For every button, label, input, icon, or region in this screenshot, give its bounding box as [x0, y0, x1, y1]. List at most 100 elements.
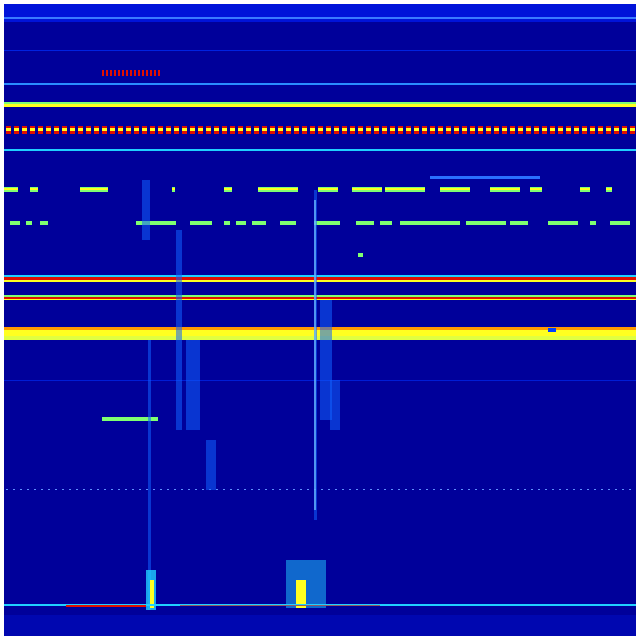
dash-mark [110, 128, 115, 131]
dotted-mark [524, 489, 526, 490]
dotted-mark [510, 489, 512, 490]
dash-mark [486, 128, 491, 131]
dash-mark [366, 128, 371, 131]
hot-spot [146, 70, 148, 76]
dotted-mark [468, 489, 470, 490]
dotted-mark [405, 489, 407, 490]
hot-spot [110, 70, 112, 76]
segment-mark [318, 188, 338, 190]
dotted-mark [139, 489, 141, 490]
segment-mark [252, 221, 266, 225]
dotted-mark [503, 489, 505, 490]
dash-mark [142, 128, 147, 131]
dash-mark [534, 128, 539, 131]
dotted-mark [69, 489, 71, 490]
dash-mark [214, 128, 219, 131]
hot-spot [154, 70, 156, 76]
dash-mark [582, 128, 587, 131]
dotted-mark [531, 489, 533, 490]
dash-mark [526, 128, 531, 131]
dash-mark [422, 128, 427, 131]
dash-mark [14, 128, 19, 131]
dash-mark [502, 128, 507, 131]
dotted-mark [552, 489, 554, 490]
dotted-mark [27, 489, 29, 490]
segment-mark [580, 188, 590, 190]
segment-mark [190, 221, 212, 225]
dotted-mark [258, 489, 260, 490]
dotted-mark [286, 489, 288, 490]
vertical-streak [320, 300, 332, 420]
dotted-mark [608, 489, 610, 490]
dash-mark [606, 128, 611, 131]
dash-mark [206, 128, 211, 131]
dash-mark [198, 128, 203, 131]
dash-mark [566, 128, 571, 131]
dotted-mark [132, 489, 134, 490]
dotted-mark [83, 489, 85, 490]
dash-mark [494, 128, 499, 131]
dash-mark [390, 128, 395, 131]
top-glow-band [4, 4, 636, 22]
dash-mark [302, 128, 307, 131]
dotted-mark [370, 489, 372, 490]
segment-mark [490, 188, 520, 190]
dotted-mark [34, 489, 36, 490]
dotted-mark [433, 489, 435, 490]
segment-mark [224, 221, 230, 225]
hot-spot [118, 70, 120, 76]
dotted-mark [160, 489, 162, 490]
dotted-mark [62, 489, 64, 490]
vertical-streak [148, 340, 151, 610]
dotted-mark [293, 489, 295, 490]
band-line [4, 297, 636, 299]
dotted-mark [489, 489, 491, 490]
dotted-mark [146, 489, 148, 490]
dash-mark [334, 128, 339, 131]
dotted-mark [125, 489, 127, 490]
dotted-mark [97, 489, 99, 490]
vertical-streak [330, 380, 340, 430]
hot-spot [142, 70, 144, 76]
dotted-mark [20, 489, 22, 490]
dash-mark [446, 128, 451, 131]
dotted-mark [601, 489, 603, 490]
dash-mark [518, 128, 523, 131]
dotted-mark [573, 489, 575, 490]
dotted-mark [55, 489, 57, 490]
segment-mark [400, 221, 460, 225]
dash-mark [182, 128, 187, 131]
dash-mark [174, 128, 179, 131]
dash-mark [470, 128, 475, 131]
band-line [4, 83, 636, 85]
dash-mark [358, 128, 363, 131]
dash-mark [286, 128, 291, 131]
dash-mark [94, 128, 99, 131]
hot-spot [548, 328, 556, 332]
dash-mark [30, 128, 35, 131]
dash-mark [430, 128, 435, 131]
hot-spot [158, 70, 160, 76]
dotted-mark [517, 489, 519, 490]
hot-spot [138, 70, 140, 76]
dash-mark [46, 128, 51, 131]
band-line [4, 280, 636, 282]
dotted-mark [356, 489, 358, 490]
vertical-streak [186, 340, 200, 430]
dash-mark [262, 128, 267, 131]
dash-mark [438, 128, 443, 131]
dash-mark [374, 128, 379, 131]
segment-mark [136, 221, 176, 225]
dash-mark [542, 128, 547, 131]
dotted-mark [412, 489, 414, 490]
segment-mark [352, 188, 382, 190]
dotted-mark [426, 489, 428, 490]
dotted-mark [90, 489, 92, 490]
dash-mark [102, 128, 107, 131]
hot-spot [102, 70, 104, 76]
hot-spot [114, 70, 116, 76]
dash-mark [150, 128, 155, 131]
segment-mark [30, 188, 38, 190]
segment-mark [236, 221, 246, 225]
